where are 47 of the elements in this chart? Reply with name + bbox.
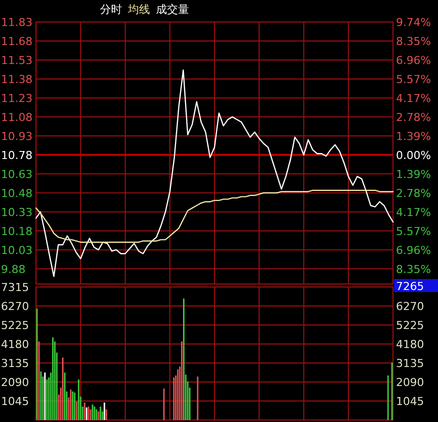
text: 成交量: [156, 3, 189, 16]
line-series: [35, 70, 394, 278]
y2-tick-label: 1.39%: [396, 130, 431, 143]
y2-tick-label: 5.57%: [396, 224, 431, 238]
y2-tick-label: 0.00%: [396, 148, 431, 162]
y-tick-label: 10.93: [1, 130, 32, 143]
y-tick-label: 10.03: [1, 244, 32, 257]
y2-tick-label: 5225: [396, 319, 424, 332]
text: 均线: [127, 3, 150, 16]
y2-tick-label: 1.39%: [396, 168, 431, 181]
y-tick-label: 1045: [1, 395, 29, 408]
y-tick-label: 11.68: [1, 34, 32, 48]
y2-tick-label: 2.78%: [396, 110, 431, 124]
y-tick-label: 9.88: [1, 262, 26, 276]
text: 7265: [396, 280, 424, 293]
y2-tick-label: 8.35%: [396, 34, 431, 48]
y-tick-label: 11.53: [1, 54, 32, 67]
y2-tick-label: 8.35%: [396, 262, 431, 276]
y-tick-label: 10.63: [1, 168, 32, 181]
y-tick-label: 11.23: [1, 92, 32, 105]
y-tick-label: 10.33: [1, 206, 32, 219]
y2-tick-label: 6.96%: [396, 244, 431, 257]
y2-tick-label: 2.78%: [396, 186, 431, 200]
y2-tick-label: 4.17%: [396, 206, 431, 219]
y2-tick-label: 4.17%: [396, 92, 431, 106]
y2-tick-label: 3135: [396, 357, 424, 370]
y-tick-label: 5225: [1, 319, 29, 332]
y2-tick-label: 6270: [396, 300, 424, 313]
y-tick-label: 6270: [1, 300, 29, 313]
y-tick-label: 11.38: [1, 72, 32, 86]
y2-tick-label: 6.96%: [396, 54, 431, 67]
y-tick-label: 3135: [1, 357, 29, 370]
line-series: [35, 190, 394, 243]
y-tick-label: 10.78: [1, 148, 32, 162]
y2-tick-label: 1045: [396, 395, 424, 408]
y2-tick-label: 9.74%: [396, 16, 431, 29]
y2-tick-label: 2090: [396, 376, 424, 389]
y2-tick-label: 4180: [396, 338, 424, 351]
y-tick-label: 11.08: [1, 110, 32, 124]
y2-tick-label: 5.57%: [396, 72, 431, 86]
y-tick-label: 2090: [1, 376, 29, 389]
y-tick-label: 10.48: [1, 186, 32, 200]
y-tick-label: 4180: [1, 338, 29, 351]
y-tick-label: 10.18: [1, 224, 32, 238]
y-tick-label: 11.83: [1, 16, 32, 29]
text: 分时: [100, 3, 122, 16]
y-tick-label: 7315: [1, 281, 29, 294]
